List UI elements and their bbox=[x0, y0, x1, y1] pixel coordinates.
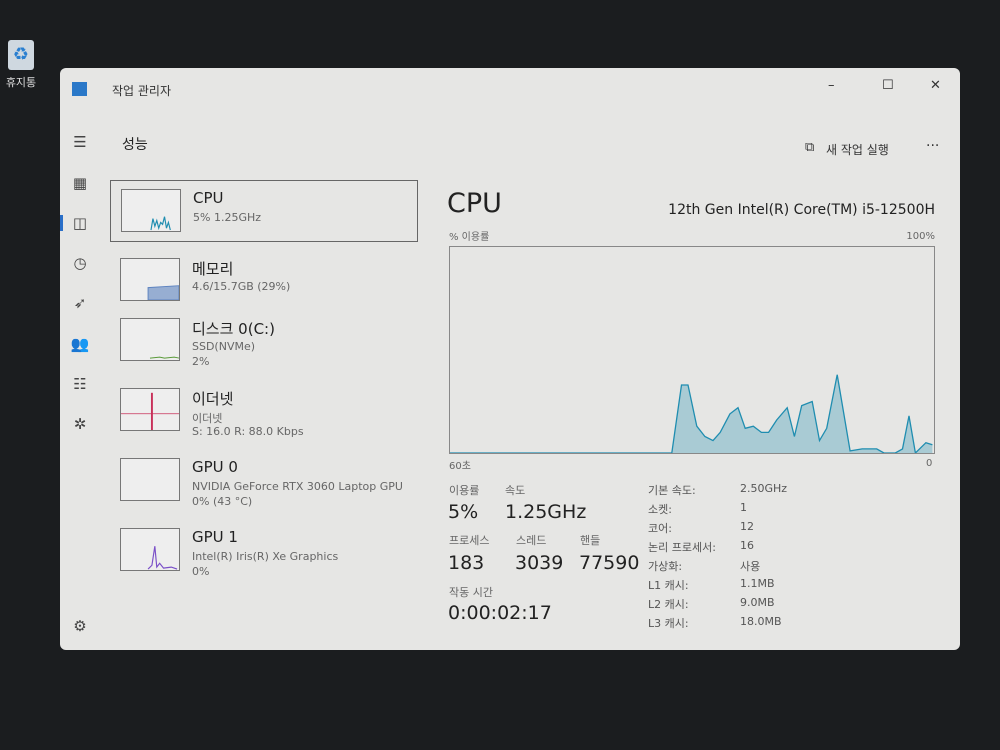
processes-label: 프로세스 bbox=[449, 534, 490, 547]
resource-detail: 5% 1.25GHz bbox=[193, 211, 262, 224]
threads-value: 3039 bbox=[515, 552, 564, 574]
services-icon[interactable]: ✲ bbox=[73, 415, 87, 433]
settings-icon[interactable]: ⚙ bbox=[73, 617, 87, 635]
cpu-usage-graph bbox=[449, 246, 935, 455]
resource-item-5[interactable]: GPU 1 Intel(R) Iris(R) Xe Graphics 0% bbox=[110, 520, 418, 582]
spec-value: 2.50GHz bbox=[740, 482, 788, 495]
spec-value: 18.0MB bbox=[740, 615, 782, 628]
chart-ymax-label: 100% bbox=[906, 231, 935, 242]
resource-name: 메모리 bbox=[192, 260, 234, 278]
utilization-value: 5% bbox=[448, 501, 479, 523]
chart-xmax-label: 0 bbox=[926, 458, 933, 469]
resource-name: 이더넷 bbox=[192, 390, 234, 408]
utilization-label: 이용률 bbox=[449, 484, 480, 497]
resource-item-2[interactable]: 디스크 0(C:) SSD(NVMe) 2% bbox=[110, 310, 418, 372]
uptime-label: 작동 시간 bbox=[449, 586, 493, 599]
spec-label: 코어: bbox=[648, 522, 672, 535]
task-manager-window: 작업 관리자 – ☐ ✕ ☰ 성능 ⧉ 새 작업 실행 ··· ▦ ◫ ◷ ➶ … bbox=[60, 68, 960, 650]
processes-icon[interactable]: ▦ bbox=[72, 174, 88, 192]
minimize-button[interactable]: – bbox=[828, 78, 835, 93]
menu-icon[interactable]: ☰ bbox=[73, 133, 87, 151]
resource-detail-2: 0% (43 °C) bbox=[192, 495, 253, 508]
resource-detail: NVIDIA GeForce RTX 3060 Laptop GPU bbox=[192, 480, 403, 493]
run-new-task-button[interactable]: 새 작업 실행 bbox=[826, 143, 889, 157]
resource-thumbnail-graph bbox=[120, 528, 180, 571]
resource-item-3[interactable]: 이더넷 이더넷 S: 16.0 R: 88.0 Kbps bbox=[110, 380, 418, 442]
resource-item-1[interactable]: 메모리 4.6/15.7GB (29%) bbox=[110, 250, 418, 312]
resource-thumbnail-graph bbox=[120, 318, 180, 361]
speed-label: 속도 bbox=[505, 484, 526, 497]
resource-thumbnail-graph bbox=[120, 458, 180, 501]
resource-name: GPU 0 bbox=[192, 458, 238, 476]
resource-detail-2: 2% bbox=[192, 355, 210, 368]
cpu-model: 12th Gen Intel(R) Core(TM) i5-12500H bbox=[668, 202, 935, 218]
spec-value: 9.0MB bbox=[740, 596, 775, 609]
threads-label: 스레드 bbox=[516, 534, 547, 547]
spec-value: 12 bbox=[740, 520, 754, 533]
app-history-icon[interactable]: ◷ bbox=[73, 254, 87, 272]
startup-icon[interactable]: ➶ bbox=[73, 294, 87, 312]
spec-label: L2 캐시: bbox=[648, 598, 689, 611]
detail-title: CPU bbox=[447, 188, 502, 219]
spec-value: 1 bbox=[740, 501, 747, 514]
active-indicator bbox=[60, 215, 63, 231]
chart-xmin-label: 60초 bbox=[449, 461, 471, 472]
speed-value: 1.25GHz bbox=[505, 501, 587, 523]
recycle-bin-desktop-icon[interactable]: ♻ 휴지통 bbox=[4, 40, 38, 90]
resource-name: CPU bbox=[193, 189, 224, 207]
run-task-icon: ⧉ bbox=[805, 140, 815, 155]
resource-detail-2: 0% bbox=[192, 565, 210, 578]
spec-label: 논리 프로세서: bbox=[648, 541, 716, 554]
resource-thumbnail-graph bbox=[121, 189, 181, 232]
spec-label: L3 캐시: bbox=[648, 617, 689, 630]
resource-thumbnail-graph bbox=[120, 388, 180, 431]
resource-item-4[interactable]: GPU 0 NVIDIA GeForce RTX 3060 Laptop GPU… bbox=[110, 450, 418, 512]
spec-label: 소켓: bbox=[648, 503, 672, 516]
resource-thumbnail-graph bbox=[120, 258, 180, 301]
recycle-bin-label: 휴지통 bbox=[5, 76, 37, 89]
resource-detail-2: S: 16.0 R: 88.0 Kbps bbox=[192, 425, 304, 438]
recycle-bin-icon: ♻ bbox=[8, 40, 34, 70]
cpu-usage-area bbox=[450, 374, 933, 453]
maximize-button[interactable]: ☐ bbox=[882, 78, 894, 93]
uptime-value: 0:00:02:17 bbox=[448, 602, 552, 624]
spec-value: 1.1MB bbox=[740, 577, 775, 590]
resource-item-0[interactable]: CPU 5% 1.25GHz bbox=[110, 180, 418, 242]
processes-value: 183 bbox=[448, 552, 485, 574]
details-icon[interactable]: ☷ bbox=[73, 375, 87, 393]
handles-value: 77590 bbox=[579, 552, 640, 574]
resource-name: 디스크 0(C:) bbox=[192, 320, 275, 338]
more-options-button[interactable]: ··· bbox=[926, 138, 940, 154]
resource-detail: SSD(NVMe) bbox=[192, 340, 256, 353]
page-title: 성능 bbox=[122, 137, 148, 153]
close-button[interactable]: ✕ bbox=[930, 78, 941, 93]
spec-value: 16 bbox=[740, 539, 754, 552]
performance-icon[interactable]: ◫ bbox=[72, 214, 88, 232]
resource-name: GPU 1 bbox=[192, 528, 238, 546]
app-logo-icon bbox=[72, 82, 87, 96]
handles-label: 핸들 bbox=[580, 534, 601, 547]
window-title: 작업 관리자 bbox=[112, 84, 172, 98]
resource-detail: Intel(R) Iris(R) Xe Graphics bbox=[192, 550, 339, 563]
spec-label: 가상화: bbox=[648, 560, 683, 573]
spec-value: 사용 bbox=[740, 560, 761, 573]
users-icon[interactable]: 👥 bbox=[70, 335, 90, 353]
spec-label: 기본 속도: bbox=[648, 484, 696, 497]
chart-ylabel: % 이용률 bbox=[449, 232, 490, 243]
resource-detail: 이더넷 bbox=[192, 412, 223, 425]
resource-detail: 4.6/15.7GB (29%) bbox=[192, 280, 291, 293]
spec-label: L1 캐시: bbox=[648, 579, 689, 592]
